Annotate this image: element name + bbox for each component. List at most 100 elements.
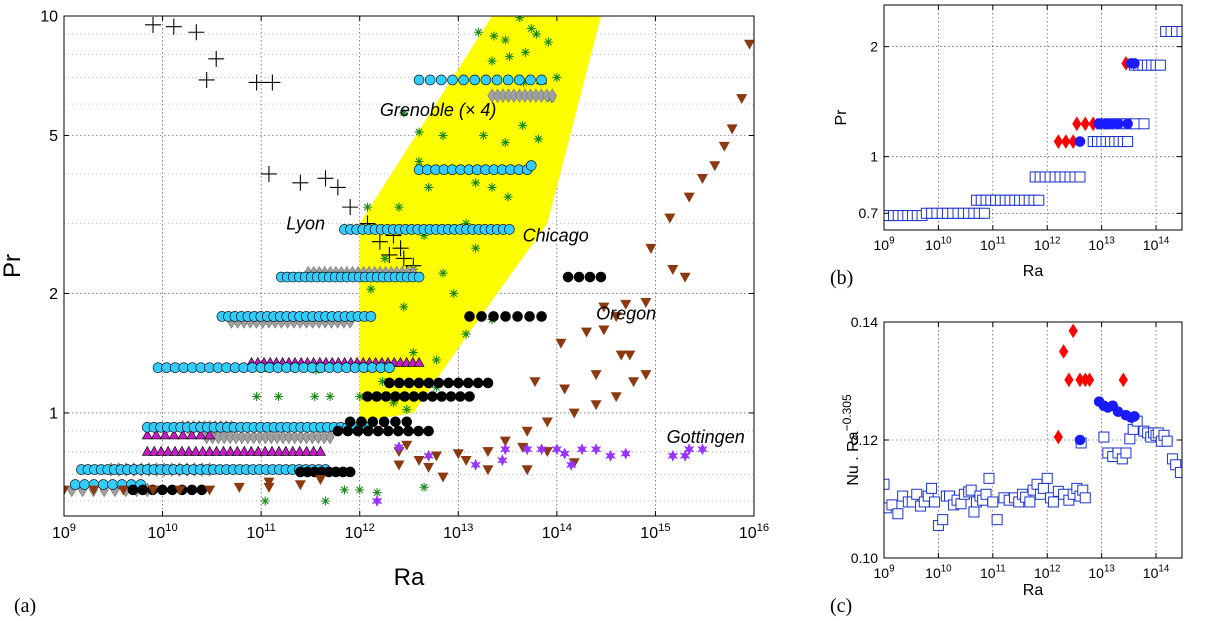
data-point-square_open: [983, 472, 995, 484]
data-point-triangle_down: [529, 377, 541, 388]
data-point-triangle_down: [541, 417, 553, 428]
data-point-triangle: [231, 445, 243, 456]
x-tick-label: 1014: [542, 522, 572, 542]
data-point-circle: [413, 377, 425, 389]
x-tick-label: 1014: [1143, 236, 1170, 253]
data-point-circle: [378, 416, 390, 428]
y-tick-label: 0.12: [851, 432, 878, 448]
x-tick-label: 1010: [147, 522, 177, 542]
data-point-square_open: [1024, 496, 1036, 508]
data-point-star: [487, 182, 497, 192]
data-point-star: [252, 392, 262, 402]
data-point-triangle: [190, 445, 202, 456]
data-point-triangle: [141, 429, 153, 440]
data-point-star: [431, 355, 441, 365]
annotation-label: Oregon: [596, 303, 656, 323]
data-point-triangle_down: [568, 408, 580, 419]
data-point-star: [438, 268, 448, 278]
data-point-circle: [384, 377, 395, 389]
data-point-circle: [157, 484, 168, 496]
data-point-star6: [496, 454, 508, 467]
data-point-triangle_down: [423, 462, 435, 473]
x-axis-label: Ra: [1023, 263, 1044, 280]
data-point-circle: [137, 484, 149, 496]
data-point-circle: [536, 74, 547, 86]
data-point-star: [471, 243, 481, 253]
panel-label: (a): [14, 595, 36, 617]
x-axis-label: Ra: [394, 564, 425, 591]
data-point-triangle_down: [555, 338, 567, 349]
data-point-star6: [667, 449, 679, 462]
data-point-diamond: [1058, 344, 1069, 359]
data-point-triangle_down: [590, 400, 602, 411]
data-point-square_open: [1079, 492, 1091, 504]
y-axis-label: Nu . Ra−0.305: [840, 394, 862, 486]
data-point-star6: [521, 443, 533, 456]
data-point-diamond: [547, 88, 557, 103]
data-point-triangle_down: [460, 455, 472, 466]
data-point-star: [504, 52, 514, 62]
data-point-circle: [423, 377, 435, 389]
data-point-star: [449, 288, 459, 298]
data-point-circle: [458, 74, 469, 86]
y-tick-label: 2: [870, 39, 878, 55]
data-point-star: [363, 202, 373, 212]
data-point-diamond: [1080, 116, 1090, 132]
data-point-star6: [683, 443, 695, 456]
data-point-star: [503, 192, 513, 202]
data-point-circle: [365, 311, 377, 322]
x-tick-label: 1015: [640, 522, 670, 542]
data-point-triangle: [287, 445, 299, 456]
data-point-star: [310, 392, 320, 402]
data-point-star: [355, 485, 365, 495]
panel-label: (b): [830, 267, 853, 289]
data-point-triangle: [301, 445, 313, 456]
x-tick-label: 109: [873, 236, 894, 253]
data-point-circle: [1129, 411, 1140, 422]
data-point-diamond: [1053, 429, 1063, 445]
data-point-square_open: [1154, 59, 1166, 71]
data-point-triangle: [308, 445, 320, 456]
data-point-diamond: [1072, 116, 1082, 132]
data-point-triangle_down: [610, 392, 622, 403]
data-point-plus: [145, 16, 162, 33]
x-tick-label: 109: [873, 564, 894, 581]
data-point-star: [526, 24, 536, 34]
data-point-circle: [393, 425, 404, 437]
data-point-star: [399, 302, 409, 312]
data-point-star: [321, 496, 331, 506]
data-point-square_open: [892, 508, 904, 520]
data-point-circle: [512, 311, 523, 322]
data-point-plus: [264, 74, 281, 91]
data-point-circle: [562, 271, 574, 283]
data-point-star6: [697, 443, 708, 456]
data-point-plus: [317, 170, 334, 187]
data-point-circle: [344, 466, 356, 478]
data-point-triangle: [177, 429, 189, 440]
data-point-circle: [454, 391, 466, 402]
data-point-star6: [371, 494, 383, 508]
data-point-circle: [362, 391, 373, 402]
data-point-circle: [595, 271, 607, 283]
x-tick-label: 1011: [246, 522, 275, 542]
x-axis-label: Ra: [1023, 582, 1044, 599]
data-point-triangle_down: [590, 370, 602, 381]
data-point-circle: [504, 224, 515, 235]
data-point-diamond: [325, 429, 335, 445]
data-point-square_open: [897, 490, 909, 502]
data-point-circle: [445, 391, 457, 402]
data-point-triangle: [217, 445, 230, 456]
data-point-triangle: [280, 445, 292, 456]
y-tick-label: 1: [49, 406, 58, 423]
data-point-triangle_down: [401, 440, 413, 451]
data-point-triangle_down: [726, 124, 738, 135]
data-point-triangle: [266, 445, 278, 456]
data-point-triangle_down: [581, 327, 593, 338]
data-point-square_open: [965, 484, 977, 496]
data-point-star6: [565, 458, 577, 471]
data-point-star6: [605, 449, 616, 462]
data-point-circle: [476, 311, 487, 322]
data-point-circle: [390, 416, 401, 428]
data-point-square_open: [1098, 431, 1110, 443]
data-point-star: [402, 405, 412, 415]
